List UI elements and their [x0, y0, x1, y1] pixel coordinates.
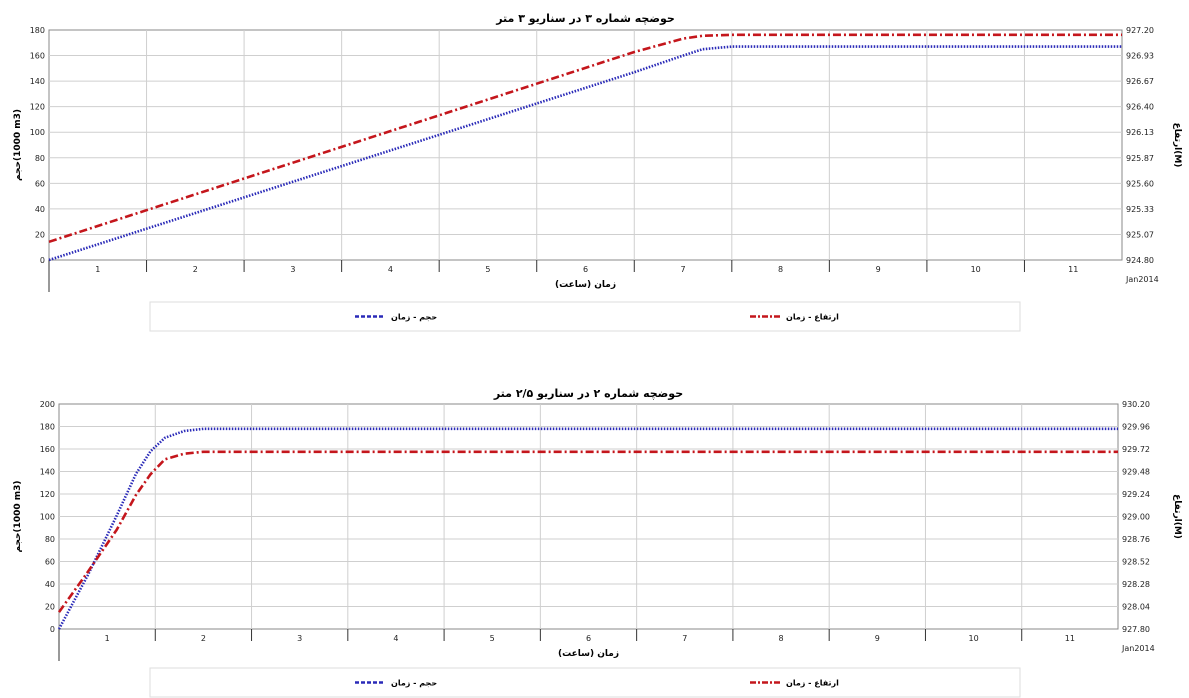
- chart-title-1: حوضچه شماره ۳ در سناریو ۳ متر: [495, 12, 675, 25]
- x-tick-label: 3: [297, 634, 302, 643]
- y-tick-label: 160: [30, 52, 45, 61]
- x-tick-label: 8: [778, 265, 783, 274]
- x-tick-label: 5: [485, 265, 490, 274]
- y-tick-label: 80: [35, 154, 45, 163]
- y2-tick-label: 924.80: [1126, 256, 1154, 265]
- x-corner-label: Jan2014: [1125, 275, 1159, 284]
- y2-tick-label: 926.40: [1126, 103, 1154, 112]
- x-tick-label: 7: [680, 265, 685, 274]
- x-axis-title: زمان (ساعت): [555, 280, 616, 290]
- y2-tick-label: 929.48: [1122, 468, 1150, 477]
- x-corner-label: Jan2014: [1121, 644, 1155, 653]
- x-tick-label: 4: [393, 634, 398, 643]
- y2-tick-label: 928.52: [1122, 558, 1150, 567]
- x-tick-label: 10: [968, 634, 978, 643]
- y2-tick-label: 928.04: [1122, 603, 1150, 612]
- y2-tick-label: 925.07: [1126, 230, 1154, 239]
- y-tick-label: 40: [45, 580, 55, 589]
- y-tick-label: 40: [35, 205, 45, 214]
- x-tick-label: 2: [193, 265, 198, 274]
- y-tick-label: 60: [35, 179, 45, 188]
- y-tick-label: 60: [45, 558, 55, 567]
- y2-tick-label: 927.20: [1126, 26, 1154, 35]
- x-tick-label: 2: [201, 634, 206, 643]
- y-tick-label: 200: [40, 400, 55, 409]
- y-tick-label: 0: [40, 256, 45, 265]
- y-tick-label: 140: [30, 77, 45, 86]
- series-line-elevation: [57, 450, 1118, 613]
- y2-tick-label: 925.87: [1126, 154, 1154, 163]
- x-tick-label: 7: [682, 634, 687, 643]
- y-tick-label: 80: [45, 535, 55, 544]
- y2-tick-label: 925.60: [1126, 179, 1154, 188]
- x-tick-label: 11: [1065, 634, 1075, 643]
- legend-label: ارتفاع - زمان: [786, 679, 839, 688]
- y2-axis-title: ارتفاع(M): [1172, 494, 1182, 539]
- x-tick-label: 6: [583, 265, 588, 274]
- y2-tick-label: 929.96: [1122, 423, 1150, 432]
- plot-area-1: [48, 29, 1123, 261]
- y-tick-label: 100: [40, 513, 55, 522]
- x-tick-label: 11: [1068, 265, 1078, 274]
- y2-tick-label: 929.24: [1122, 490, 1150, 499]
- x-tick-label: 5: [490, 634, 495, 643]
- y2-tick-label: 930.20: [1122, 400, 1150, 409]
- y-tick-label: 20: [35, 230, 45, 239]
- legend-label: ارتفاع - زمان: [786, 313, 839, 322]
- x-tick-label: 9: [875, 634, 880, 643]
- x-tick-label: 1: [95, 265, 100, 274]
- series-line-elevation: [48, 33, 1122, 244]
- y-axis-title: حجم(1000 m3): [13, 480, 23, 552]
- legend-box-1: [149, 301, 1021, 332]
- y-tick-label: 180: [40, 423, 55, 432]
- x-tick-label: 9: [876, 265, 881, 274]
- x-tick-label: 10: [971, 265, 981, 274]
- x-tick-label: 1: [105, 634, 110, 643]
- chart-title-2: حوضچه شماره ۲ در سناریو ۲/۵ متر: [493, 387, 683, 400]
- y2-tick-label: 926.93: [1126, 52, 1154, 61]
- y2-tick-label: 929.00: [1122, 513, 1150, 522]
- y2-tick-label: 929.72: [1122, 445, 1150, 454]
- x-tick-label: 8: [778, 634, 783, 643]
- y-tick-label: 100: [30, 128, 45, 137]
- y-tick-label: 0: [50, 625, 55, 634]
- series-line-volume: [57, 427, 1118, 630]
- y2-tick-label: 927.80: [1122, 625, 1150, 634]
- y-tick-label: 140: [40, 468, 55, 477]
- y-tick-label: 160: [40, 445, 55, 454]
- y2-tick-label: 926.67: [1126, 77, 1154, 86]
- y2-tick-label: 926.13: [1126, 128, 1154, 137]
- y2-tick-label: 925.33: [1126, 205, 1154, 214]
- y-tick-label: 120: [30, 103, 45, 112]
- x-tick-label: 4: [388, 265, 393, 274]
- x-tick-label: 6: [586, 634, 591, 643]
- y-tick-label: 180: [30, 26, 45, 35]
- y-tick-label: 20: [45, 603, 55, 612]
- legend-box-2: [149, 667, 1021, 698]
- y2-tick-label: 928.76: [1122, 535, 1150, 544]
- legend-label: حجم - زمان: [391, 313, 437, 322]
- series-line-volume: [48, 45, 1122, 262]
- x-axis-title: زمان (ساعت): [558, 649, 619, 659]
- y2-axis-title: ارتفاع(M): [1172, 123, 1182, 168]
- y-tick-label: 120: [40, 490, 55, 499]
- y-axis-title: حجم(1000 m3): [13, 109, 23, 181]
- legend-label: حجم - زمان: [391, 679, 437, 688]
- x-tick-label: 3: [290, 265, 295, 274]
- y2-tick-label: 928.28: [1122, 580, 1150, 589]
